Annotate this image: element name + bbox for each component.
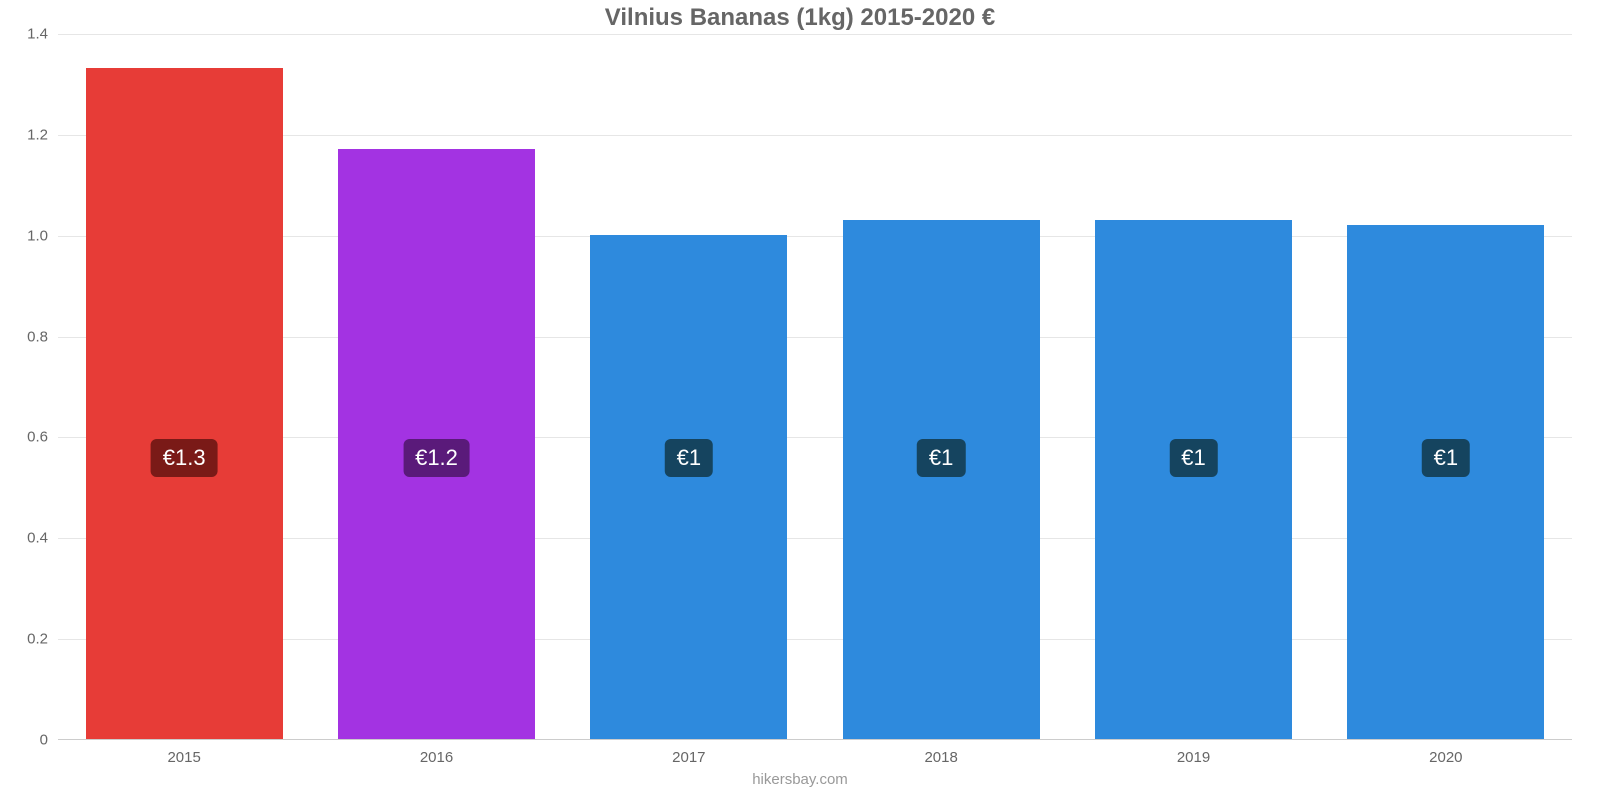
gridline	[58, 34, 1572, 35]
bar	[843, 220, 1040, 739]
y-tick-label: 1.0	[27, 227, 58, 244]
bar-value-label: €1.2	[403, 439, 470, 477]
y-tick-label: 0.8	[27, 328, 58, 345]
y-tick-label: 1.2	[27, 126, 58, 143]
y-tick-label: 0.6	[27, 429, 58, 446]
bar-value-label: €1.3	[151, 439, 218, 477]
y-tick-label: 0.4	[27, 530, 58, 547]
chart-container: Vilnius Bananas (1kg) 2015-2020 € 00.20.…	[0, 0, 1600, 800]
gridline	[58, 135, 1572, 136]
bar-value-label: €1	[665, 439, 713, 477]
bar	[1347, 225, 1544, 739]
bar-value-label: €1	[1169, 439, 1217, 477]
x-tick-label: 2020	[1429, 739, 1462, 766]
bar	[86, 68, 283, 739]
x-tick-label: 2016	[420, 739, 453, 766]
x-tick-label: 2019	[1177, 739, 1210, 766]
x-tick-label: 2017	[672, 739, 705, 766]
gridline	[58, 437, 1572, 438]
y-tick-label: 0	[40, 732, 58, 749]
attribution-text: hikersbay.com	[0, 771, 1600, 788]
plot-area: 00.20.40.60.81.01.21.4€1.32015€1.22016€1…	[58, 34, 1572, 740]
bar-value-label: €1	[917, 439, 965, 477]
y-tick-label: 1.4	[27, 26, 58, 43]
chart-title: Vilnius Bananas (1kg) 2015-2020 €	[0, 4, 1600, 32]
bar-value-label: €1	[1422, 439, 1470, 477]
x-tick-label: 2015	[167, 739, 200, 766]
gridline	[58, 236, 1572, 237]
y-tick-label: 0.2	[27, 631, 58, 648]
gridline	[58, 538, 1572, 539]
gridline	[58, 639, 1572, 640]
x-tick-label: 2018	[924, 739, 957, 766]
gridline	[58, 337, 1572, 338]
bar	[1095, 220, 1292, 739]
bar	[590, 235, 787, 739]
